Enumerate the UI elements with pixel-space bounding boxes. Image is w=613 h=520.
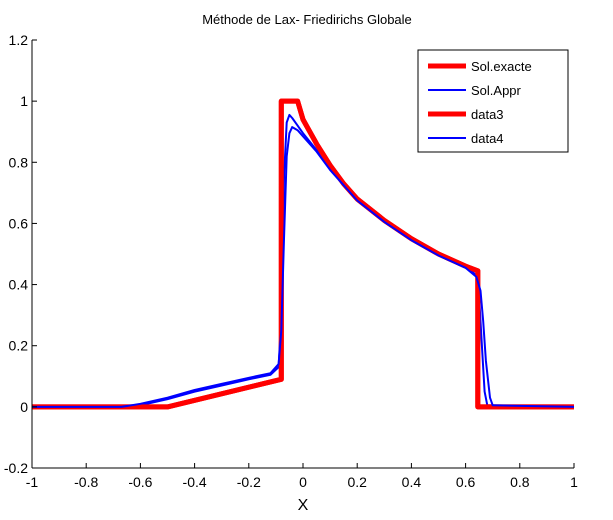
plot-lines [32,98,575,410]
x-ticks: -1 -0.8 -0.6 -0.4 -0.2 0 0.2 0.4 0.6 0.8 1 [26,463,578,490]
x-axis-label: X [298,497,309,514]
y-tick-label: 1 [20,93,28,109]
series-line-3 [32,126,575,408]
y-tick-label: 0.8 [9,154,29,170]
x-tick-label: -1 [26,474,39,490]
y-tick-label: 0 [20,399,28,415]
x-tick-label: -0.6 [128,474,152,490]
y-tick-label: 0.2 [9,338,29,354]
x-tick-label: 0.2 [347,474,367,490]
x-tick-label: -0.8 [74,474,98,490]
legend-label-3: data4 [471,131,504,146]
legend-label-2: data3 [471,107,504,122]
y-tick-label: -0.2 [4,460,28,476]
x-tick-label: 0.6 [456,474,476,490]
y-tick-label: 0.4 [9,277,29,293]
x-tick-label: 1 [570,474,578,490]
series-line-2 [32,98,574,410]
y-tick-label: 1.2 [9,32,29,48]
x-tick-label: 0.8 [510,474,530,490]
legend: Sol.exacte Sol.Appr data3 data4 [417,49,569,153]
x-tick-label: 0.4 [402,474,422,490]
x-tick-label: -0.4 [183,474,207,490]
legend-entries: Sol.exacte Sol.Appr data3 data4 [428,59,532,146]
legend-label-0: Sol.exacte [471,59,532,74]
x-tick-label: -0.2 [237,474,261,490]
chart-title: Méthode de Lax- Friedirichs Globale [202,12,412,27]
y-ticks: -0.2 0 0.2 0.4 0.6 0.8 1 1.2 [4,32,37,476]
legend-label-1: Sol.Appr [471,83,522,98]
y-tick-label: 0.6 [9,215,29,231]
x-tick-label: 0 [299,474,307,490]
